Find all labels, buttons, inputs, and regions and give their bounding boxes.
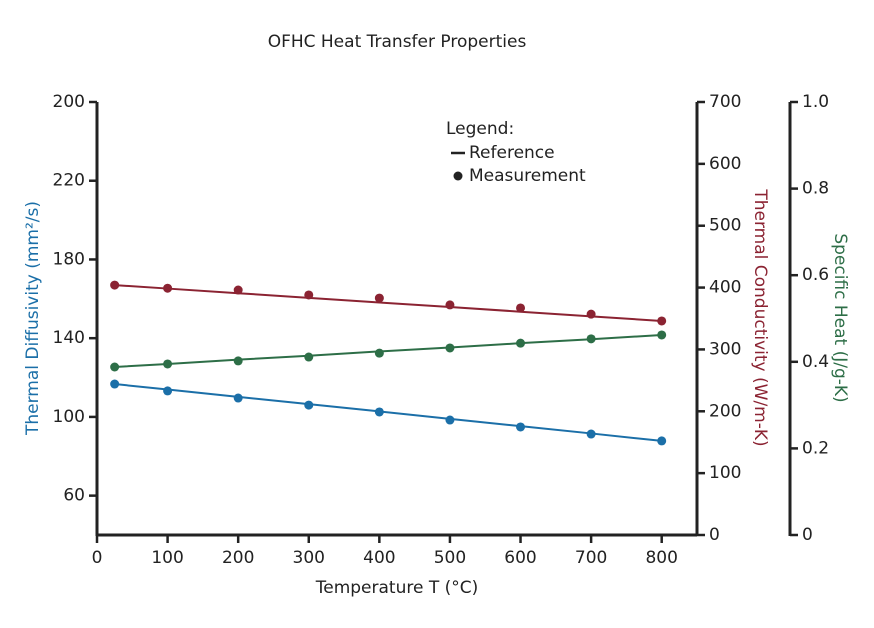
y-tick-label: 140 — [53, 328, 85, 348]
measurement-point — [657, 330, 667, 340]
measurement-point — [445, 415, 455, 425]
y3-axis-label: Specific Heat (J/g-K) — [830, 233, 850, 402]
x-axis-label: Temperature T (°C) — [315, 578, 479, 598]
measurement-point — [233, 356, 243, 366]
measurement-point — [110, 379, 120, 389]
y3-tick-label: 0.4 — [802, 352, 829, 372]
y3-tick-label: 0.8 — [802, 179, 829, 199]
measurement-point — [586, 429, 596, 439]
legend-marker-icon — [453, 171, 463, 181]
legend-title: Legend: — [446, 119, 514, 139]
y2-tick-label: 400 — [709, 278, 741, 298]
measurement-point — [516, 422, 526, 432]
measurement-point — [657, 436, 667, 446]
y2-tick-label: 100 — [709, 463, 741, 483]
measurement-point — [445, 343, 455, 353]
y3-tick-label: 0 — [802, 525, 813, 545]
measurement-point — [233, 285, 243, 295]
measurement-point — [163, 283, 173, 293]
measurement-point — [304, 290, 314, 300]
x-tick-label: 300 — [293, 548, 325, 568]
y2-tick-label: 500 — [709, 216, 741, 236]
y-axis-label: Thermal Diffusivity (mm²/s) — [23, 201, 43, 436]
measurement-point — [374, 348, 384, 358]
measurement-point — [163, 359, 173, 369]
reference-line — [114, 333, 662, 368]
x-tick-label: 0 — [92, 548, 103, 568]
y2-tick-label: 700 — [709, 92, 741, 112]
measurement-point — [110, 362, 120, 372]
y-tick-label: 100 — [53, 407, 85, 427]
measurement-point — [516, 338, 526, 348]
x-tick-label: 800 — [645, 548, 677, 568]
measurement-point — [586, 309, 596, 319]
measurement-point — [304, 400, 314, 410]
y-tick-label: 220 — [53, 171, 85, 191]
measurement-point — [657, 316, 667, 326]
y3-tick-label: 0.6 — [802, 265, 829, 285]
y2-axis-label: Thermal Conductivity (W/m-K) — [750, 188, 770, 446]
chart-title: OFHC Heat Transfer Properties — [268, 32, 527, 52]
y-tick-label: 60 — [63, 486, 85, 506]
measurement-point — [304, 352, 314, 362]
measurement-point — [445, 300, 455, 310]
y2-tick-label: 600 — [709, 154, 741, 174]
measurement-point — [110, 280, 120, 290]
reference-line — [114, 284, 662, 322]
measurement-point — [516, 303, 526, 313]
x-tick-label: 700 — [575, 548, 607, 568]
y-tick-label: 180 — [53, 249, 85, 269]
reference-line — [114, 383, 662, 442]
y3-tick-label: 0.2 — [802, 438, 829, 458]
y2-tick-label: 300 — [709, 339, 741, 359]
y2-tick-label: 0 — [709, 525, 720, 545]
measurement-point — [374, 407, 384, 417]
x-tick-label: 200 — [222, 548, 254, 568]
x-tick-label: 500 — [434, 548, 466, 568]
measurement-point — [586, 334, 596, 344]
legend-marker-label: Measurement — [469, 166, 586, 186]
y3-tick-label: 1.0 — [802, 92, 829, 112]
x-tick-label: 100 — [151, 548, 183, 568]
y-tick-label: 200 — [53, 92, 85, 112]
measurement-point — [233, 393, 243, 403]
x-tick-label: 400 — [363, 548, 395, 568]
measurement-point — [374, 293, 384, 303]
x-tick-label: 600 — [504, 548, 536, 568]
y2-tick-label: 200 — [709, 401, 741, 421]
legend-line-label: Reference — [469, 143, 555, 163]
measurement-point — [163, 386, 173, 396]
